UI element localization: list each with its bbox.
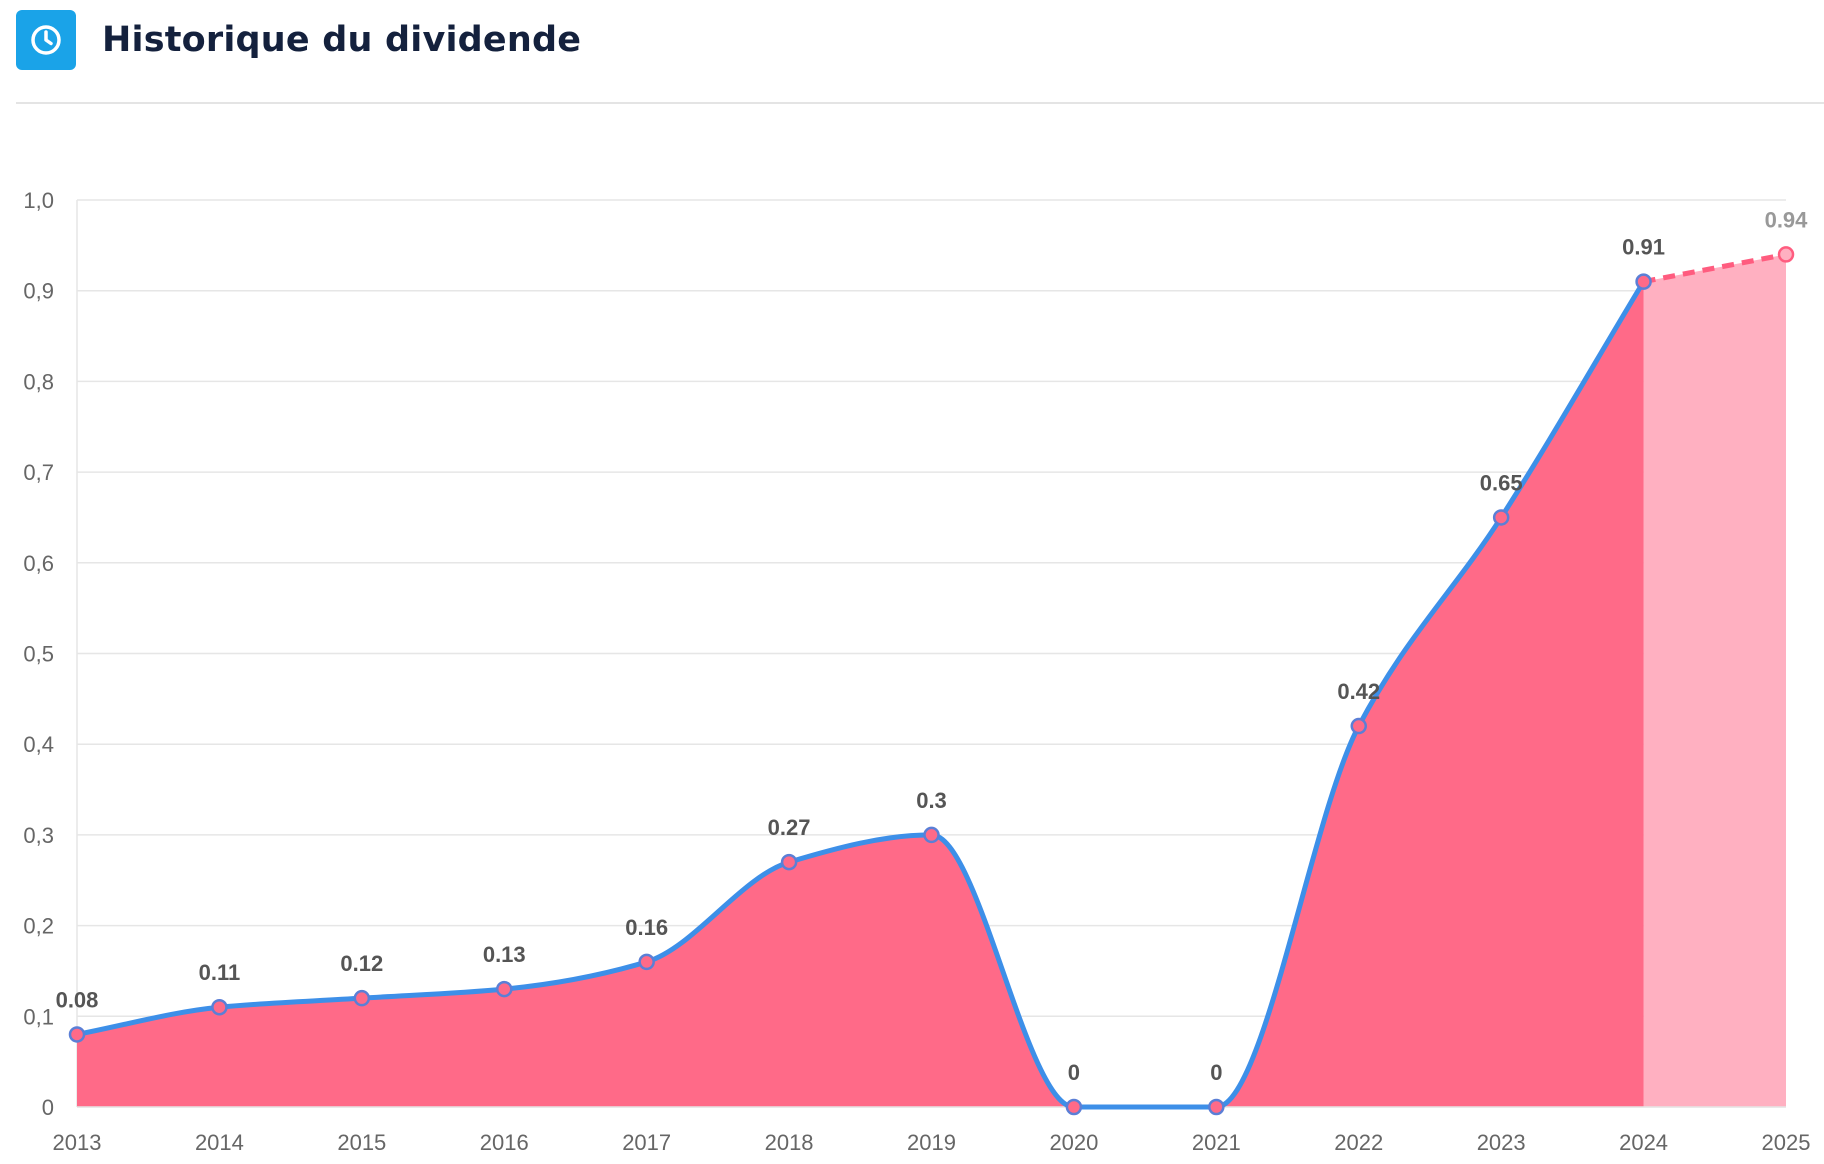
x-tick-label: 2021 <box>1192 1130 1241 1155</box>
y-tick-label: 0,4 <box>23 732 54 757</box>
x-tick-label: 2018 <box>765 1130 814 1155</box>
data-label: 0.08 <box>56 987 99 1012</box>
history-area <box>77 281 1644 1107</box>
data-label: 0.12 <box>340 951 383 976</box>
data-point <box>1065 1098 1083 1116</box>
data-label: 0.13 <box>483 942 526 967</box>
x-tick-label: 2016 <box>480 1130 529 1155</box>
data-point <box>68 1026 86 1043</box>
data-label: 0.65 <box>1480 470 1523 495</box>
x-tick-label: 2024 <box>1619 1130 1668 1155</box>
data-label: 0.94 <box>1765 207 1809 232</box>
y-tick-label: 0,9 <box>23 279 54 304</box>
x-tick-label: 2015 <box>337 1130 386 1155</box>
forecast-line <box>1643 251 1787 285</box>
data-point <box>211 998 228 1016</box>
data-label: 0 <box>1068 1060 1080 1085</box>
x-tick-label: 2022 <box>1334 1130 1383 1155</box>
y-tick-label: 1,0 <box>23 188 54 213</box>
x-tick-label: 2013 <box>53 1130 102 1155</box>
data-label: 0.3 <box>916 788 947 813</box>
data-point <box>1635 273 1652 290</box>
y-tick-label: 0,6 <box>23 551 54 576</box>
y-tick-label: 0,5 <box>23 642 54 667</box>
data-point <box>496 980 513 998</box>
data-point <box>1350 717 1367 735</box>
chart-header: Historique du dividende <box>16 10 581 70</box>
data-label: 0.16 <box>625 915 668 940</box>
data-point <box>780 853 798 871</box>
data-point <box>1777 246 1795 263</box>
data-point <box>1208 1098 1225 1116</box>
data-label: 0.27 <box>768 815 811 840</box>
data-point <box>923 826 940 844</box>
header-divider <box>16 102 1824 104</box>
data-point <box>353 989 371 1007</box>
clock-icon <box>16 10 76 70</box>
y-tick-label: 0,8 <box>23 369 54 394</box>
x-tick-label: 2023 <box>1477 1130 1526 1155</box>
y-tick-label: 0,1 <box>23 1004 54 1029</box>
data-point <box>638 953 655 971</box>
x-tick-label: 2017 <box>622 1130 671 1155</box>
x-tick-label: 2014 <box>195 1130 244 1155</box>
x-tick-label: 2025 <box>1762 1130 1811 1155</box>
data-point <box>1492 509 1510 526</box>
x-tick-label: 2019 <box>907 1130 956 1155</box>
data-label: 0 <box>1210 1060 1222 1085</box>
y-tick-label: 0 <box>42 1095 54 1120</box>
x-tick-label: 2020 <box>1049 1130 1098 1155</box>
data-label: 0.11 <box>199 960 241 985</box>
y-tick-label: 0,7 <box>23 460 54 485</box>
data-label: 0.91 <box>1622 235 1665 260</box>
history-line <box>76 280 1646 1110</box>
forecast-area <box>1643 254 1786 1108</box>
chart-title: Historique du dividende <box>102 20 582 60</box>
data-label: 0.42 <box>1337 679 1380 704</box>
y-tick-label: 0,2 <box>23 914 54 939</box>
y-tick-label: 0,3 <box>23 823 54 848</box>
